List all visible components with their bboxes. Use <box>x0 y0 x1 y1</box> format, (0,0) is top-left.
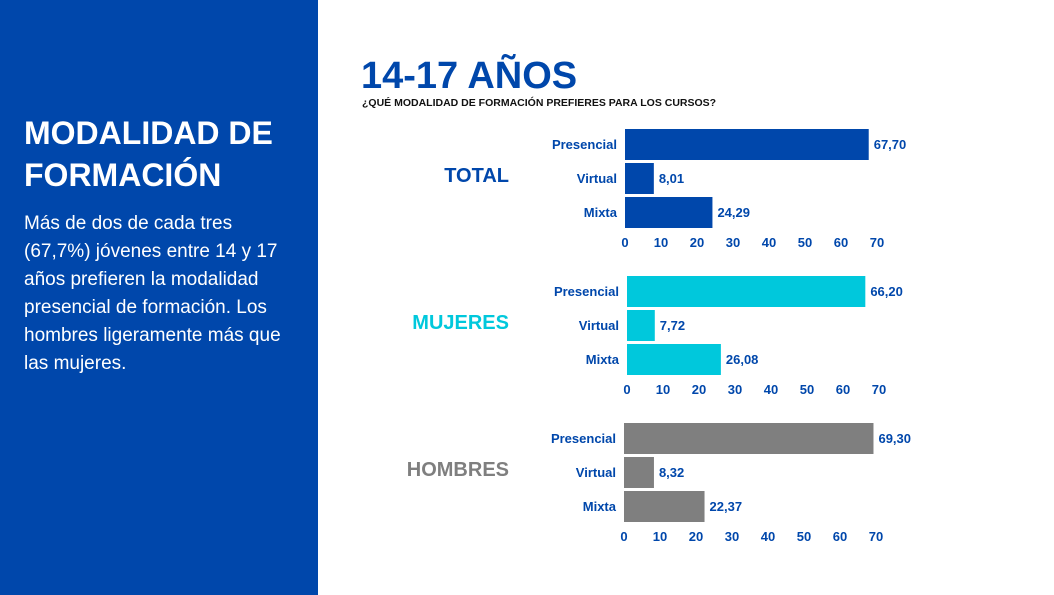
group-label-total: TOTAL <box>444 165 509 187</box>
bar-hombres-mixta <box>624 491 705 522</box>
sidebar-description: Más de dos de cada tres (67,7%) jóvenes … <box>24 213 281 374</box>
chart-question: ¿QUÉ MODALIDAD DE FORMACIÓN PREFIERES PA… <box>362 97 717 109</box>
x-tick-label: 60 <box>834 235 848 250</box>
category-label: Virtual <box>576 465 616 480</box>
value-label: 69,30 <box>878 431 911 446</box>
left-panel: MODALIDAD DE FORMACIÓN Más de dos de cad… <box>0 0 318 595</box>
bar-total-mixta <box>625 197 713 228</box>
bar-hombres-presencial <box>624 423 874 454</box>
bar-mujeres-virtual <box>627 310 655 341</box>
bar-total-presencial <box>625 129 869 160</box>
x-tick-label: 0 <box>621 235 628 250</box>
category-label: Presencial <box>554 284 619 299</box>
value-label: 66,20 <box>870 284 903 299</box>
x-tick-label: 60 <box>833 529 847 544</box>
value-label: 7,72 <box>660 318 685 333</box>
value-label: 8,32 <box>659 465 684 480</box>
x-tick-label: 40 <box>761 529 775 544</box>
category-label: Presencial <box>551 431 616 446</box>
category-label: Mixta <box>583 499 617 514</box>
x-tick-label: 20 <box>690 235 704 250</box>
x-tick-label: 10 <box>653 529 667 544</box>
x-tick-label: 40 <box>764 382 778 397</box>
x-tick-label: 30 <box>728 382 742 397</box>
page-title: 14-17 AÑOS <box>361 55 578 97</box>
value-label: 26,08 <box>726 352 759 367</box>
x-tick-label: 70 <box>870 235 884 250</box>
value-label: 67,70 <box>874 137 907 152</box>
x-tick-label: 0 <box>620 529 627 544</box>
value-label: 8,01 <box>659 171 684 186</box>
x-tick-label: 50 <box>797 529 811 544</box>
x-tick-label: 20 <box>692 382 706 397</box>
x-tick-label: 60 <box>836 382 850 397</box>
x-tick-label: 70 <box>872 382 886 397</box>
x-tick-label: 30 <box>725 529 739 544</box>
category-label: Virtual <box>579 318 619 333</box>
bar-total-virtual <box>625 163 654 194</box>
category-label: Virtual <box>577 171 617 186</box>
x-tick-label: 10 <box>654 235 668 250</box>
x-tick-label: 10 <box>656 382 670 397</box>
category-label: Mixta <box>584 205 618 220</box>
x-tick-label: 70 <box>869 529 883 544</box>
x-tick-label: 50 <box>798 235 812 250</box>
group-label-hombres: HOMBRES <box>407 459 509 481</box>
bar-mujeres-mixta <box>627 344 721 375</box>
x-tick-label: 50 <box>800 382 814 397</box>
bar-hombres-virtual <box>624 457 654 488</box>
bar-mujeres-presencial <box>627 276 866 307</box>
value-label: 22,37 <box>710 499 743 514</box>
group-label-mujeres: MUJERES <box>412 312 509 334</box>
x-tick-label: 20 <box>689 529 703 544</box>
category-label: Mixta <box>586 352 620 367</box>
x-tick-label: 30 <box>726 235 740 250</box>
category-label: Presencial <box>552 137 617 152</box>
sidebar-title: MODALIDAD DE FORMACIÓN <box>24 115 273 193</box>
x-tick-label: 40 <box>762 235 776 250</box>
x-tick-label: 0 <box>623 382 630 397</box>
value-label: 24,29 <box>717 205 750 220</box>
